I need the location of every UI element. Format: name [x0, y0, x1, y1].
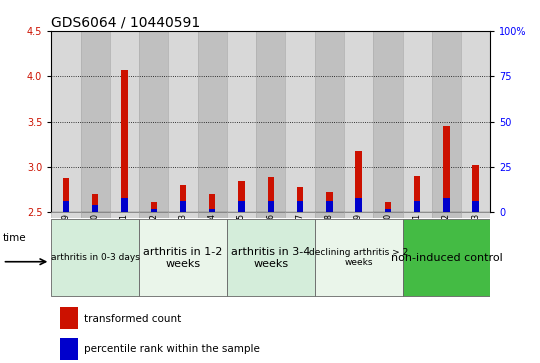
Bar — [209, 194, 215, 212]
Bar — [384, 209, 391, 212]
Text: GSM1498290: GSM1498290 — [91, 213, 100, 264]
Bar — [315, 31, 344, 212]
Bar — [461, 31, 490, 212]
Text: GSM1498295: GSM1498295 — [237, 213, 246, 264]
Bar — [227, 212, 256, 218]
Bar — [92, 194, 98, 212]
Bar — [168, 212, 198, 218]
Text: arthritis in 3-4
weeks: arthritis in 3-4 weeks — [231, 247, 310, 269]
Bar — [373, 212, 402, 218]
Bar — [414, 176, 420, 212]
Bar — [326, 192, 333, 212]
Bar — [180, 201, 186, 212]
Bar — [268, 177, 274, 212]
Bar — [63, 178, 69, 212]
Text: GSM1498294: GSM1498294 — [208, 213, 217, 264]
Text: GSM1498296: GSM1498296 — [266, 213, 275, 264]
Bar — [139, 31, 168, 212]
Bar — [286, 31, 315, 212]
Bar — [402, 31, 432, 212]
Bar — [326, 201, 333, 212]
Bar — [268, 201, 274, 212]
Bar — [315, 219, 402, 296]
Bar — [209, 209, 215, 212]
Text: time: time — [3, 233, 26, 243]
Text: GSM1498302: GSM1498302 — [442, 213, 451, 264]
Bar — [60, 307, 78, 329]
Bar — [315, 212, 344, 218]
Bar — [355, 198, 362, 212]
Bar — [256, 31, 286, 212]
Text: transformed count: transformed count — [84, 314, 181, 323]
Text: GSM1498297: GSM1498297 — [295, 213, 305, 264]
Bar — [402, 212, 432, 218]
Bar — [51, 212, 80, 218]
Text: GSM1498293: GSM1498293 — [179, 213, 187, 264]
Bar — [122, 70, 127, 212]
Bar — [402, 219, 490, 296]
Bar — [139, 212, 168, 218]
Text: GSM1498301: GSM1498301 — [413, 213, 422, 264]
Bar — [122, 198, 127, 212]
Bar — [355, 151, 362, 212]
Text: arthritis in 0-3 days: arthritis in 0-3 days — [51, 253, 140, 262]
Bar — [180, 185, 186, 212]
Bar — [227, 219, 315, 296]
Bar — [80, 212, 110, 218]
Bar — [63, 201, 69, 212]
Bar — [238, 201, 245, 212]
Bar — [373, 31, 402, 212]
Text: GSM1498292: GSM1498292 — [149, 213, 158, 264]
Text: percentile rank within the sample: percentile rank within the sample — [84, 344, 260, 354]
Bar — [110, 31, 139, 212]
Bar — [60, 338, 78, 360]
Bar — [238, 180, 245, 212]
Bar — [414, 201, 420, 212]
Bar — [198, 212, 227, 218]
Text: GSM1498289: GSM1498289 — [62, 213, 70, 264]
Bar — [168, 31, 198, 212]
Bar — [227, 31, 256, 212]
Bar — [432, 212, 461, 218]
Bar — [432, 31, 461, 212]
Bar — [297, 201, 303, 212]
Bar — [286, 212, 315, 218]
Bar — [92, 205, 98, 212]
Bar — [80, 31, 110, 212]
Text: GSM1498303: GSM1498303 — [471, 213, 480, 264]
Bar — [151, 203, 157, 212]
Text: arthritis in 1-2
weeks: arthritis in 1-2 weeks — [143, 247, 222, 269]
Text: GSM1498291: GSM1498291 — [120, 213, 129, 264]
Bar — [443, 126, 450, 212]
Text: GSM1498300: GSM1498300 — [383, 213, 393, 264]
Bar — [256, 212, 286, 218]
Bar — [344, 31, 373, 212]
Text: GSM1498299: GSM1498299 — [354, 213, 363, 264]
Bar — [51, 31, 80, 212]
Text: GDS6064 / 10440591: GDS6064 / 10440591 — [51, 16, 200, 30]
Text: non-induced control: non-induced control — [390, 253, 502, 263]
Bar — [384, 203, 391, 212]
Text: declining arthritis > 2
weeks: declining arthritis > 2 weeks — [309, 248, 408, 268]
Bar — [198, 31, 227, 212]
Bar — [51, 219, 139, 296]
Bar — [443, 198, 450, 212]
Bar — [151, 209, 157, 212]
Bar — [110, 212, 139, 218]
Bar — [472, 201, 479, 212]
Bar — [344, 212, 373, 218]
Bar — [297, 187, 303, 212]
Bar — [139, 219, 227, 296]
Bar — [472, 165, 479, 212]
Text: GSM1498298: GSM1498298 — [325, 213, 334, 264]
Bar — [461, 212, 490, 218]
